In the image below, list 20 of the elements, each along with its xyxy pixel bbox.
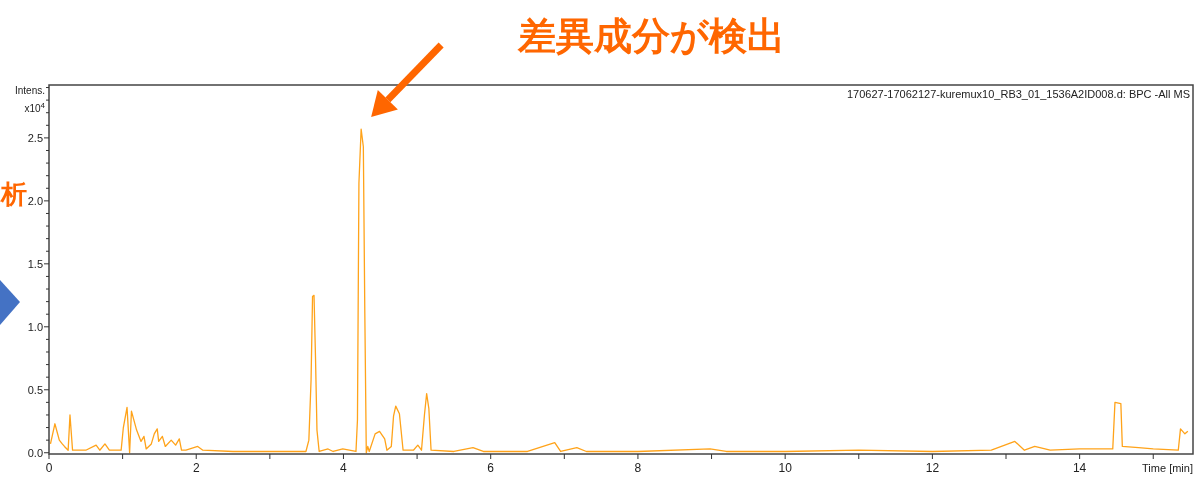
x-tick-label: 10 (778, 461, 793, 475)
x-tick-label: 6 (487, 461, 495, 475)
y-tick-label: 2.5 (27, 131, 43, 144)
y-tick-label: 0.5 (27, 383, 43, 396)
annotation: 170627-17062127-kuremux10_RB3_01_1536A2ID008.d: BPC -All MS (846, 88, 1190, 100)
y-axis-title: Intens. x10$^{4}$ (14, 85, 46, 114)
line-series (49, 128, 1189, 454)
text: 差異成分が検出 (516, 15, 785, 57)
x-tick-label: 12 (925, 461, 940, 475)
y-tick-label: 1.0 (27, 320, 43, 333)
y-tick-label: 2.0 (27, 194, 43, 207)
x-tick-label: 4 (340, 461, 348, 475)
y-tick-label: 0.0 (27, 446, 43, 459)
x-axis-title: Time [min] (1142, 462, 1193, 474)
x-tick-label: 0 (45, 461, 53, 475)
x-tick-label: 8 (634, 461, 642, 475)
x-tick-label: 14 (1072, 461, 1087, 475)
x-tick-label: 2 (192, 461, 200, 475)
text: 析 (0, 179, 27, 209)
y-tick-label: 1.5 (27, 257, 43, 270)
